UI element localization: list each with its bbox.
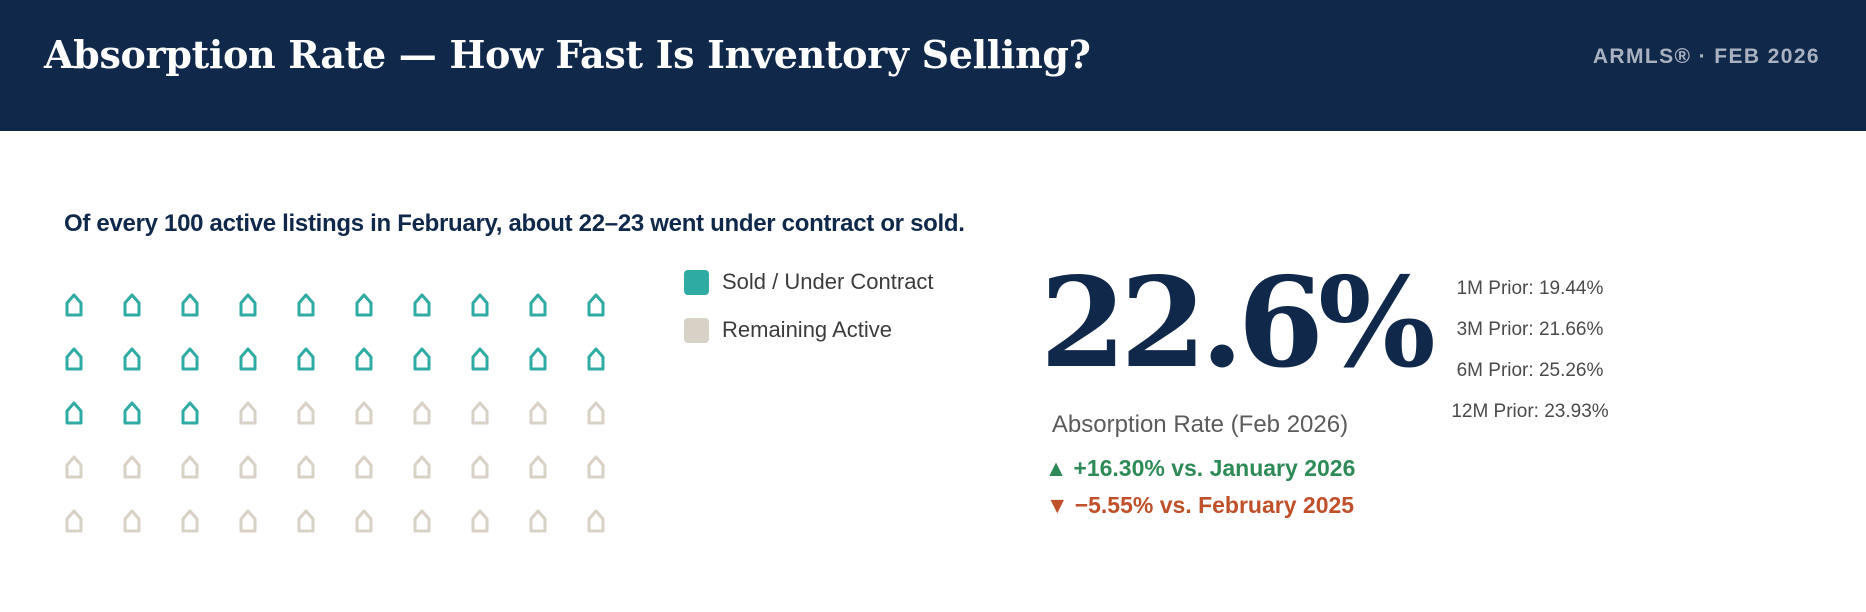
house-icon-remaining xyxy=(239,509,257,533)
house-icon-remaining xyxy=(181,455,199,479)
house-icon-remaining xyxy=(471,401,489,425)
legend-label-remaining: Remaining Active xyxy=(722,317,892,342)
house-icon-remaining xyxy=(587,455,605,479)
house-icon-sold xyxy=(587,293,605,317)
house-icon-sold xyxy=(297,347,315,371)
house-icon-remaining xyxy=(297,401,315,425)
house-icon-sold xyxy=(355,347,373,371)
legend-item-remaining: Remaining Active xyxy=(684,306,934,354)
prior-12m: 12M Prior: 23.93% xyxy=(1451,401,1609,422)
house-icon-remaining xyxy=(529,509,547,533)
house-icon-sold xyxy=(413,347,431,371)
change-vs-prior-year-text: −5.55% vs. February 2025 xyxy=(1074,492,1355,518)
legend-swatch-sold xyxy=(684,269,709,295)
house-icon-remaining xyxy=(123,455,141,479)
absorption-rate-value: 22.6% xyxy=(1040,251,1436,396)
house-icon-remaining xyxy=(355,401,373,425)
house-icon-remaining xyxy=(587,401,605,425)
house-icon-sold xyxy=(181,347,199,371)
house-icon-sold xyxy=(123,293,141,317)
house-icon-remaining xyxy=(355,455,373,479)
page-title: Absorption Rate — How Fast Is Inventory … xyxy=(44,32,1091,77)
house-icon-sold xyxy=(529,293,547,317)
prior-1m: 1M Prior: 19.44% xyxy=(1456,278,1604,299)
house-icon-remaining xyxy=(587,509,605,533)
house-icon-sold xyxy=(297,293,315,317)
absorption-rate-label: Absorption Rate (Feb 2026) xyxy=(1051,411,1349,438)
change-vs-prior-year: ▼ −5.55% vs. February 2025 xyxy=(1000,492,1400,519)
house-icon-remaining xyxy=(413,401,431,425)
house-icon-remaining xyxy=(529,401,547,425)
change-vs-prior-month-text: +16.30% vs. January 2026 xyxy=(1073,455,1356,481)
change-vs-prior-month: ▲ +16.30% vs. January 2026 xyxy=(1000,455,1400,482)
house-icon-remaining xyxy=(65,455,83,479)
house-icon-sold xyxy=(355,293,373,317)
prior-6m: 6M Prior: 25.26% xyxy=(1456,360,1604,381)
house-icon-sold xyxy=(587,347,605,371)
house-icon-remaining xyxy=(355,509,373,533)
house-icon-sold xyxy=(529,347,547,371)
house-icon-sold xyxy=(471,347,489,371)
house-icon-sold xyxy=(65,347,83,371)
house-icon-remaining xyxy=(413,509,431,533)
house-icon-sold xyxy=(65,293,83,317)
house-icon-remaining xyxy=(123,509,141,533)
house-icon-sold xyxy=(471,293,489,317)
house-icon-sold xyxy=(413,293,431,317)
house-icon-sold xyxy=(65,401,83,425)
house-icon-remaining xyxy=(65,509,83,533)
house-icon-remaining xyxy=(529,455,547,479)
lead-sentence: Of every 100 active listings in February… xyxy=(64,210,965,237)
legend-label-sold: Sold / Under Contract xyxy=(722,269,934,294)
legend-swatch-remaining xyxy=(684,317,709,343)
house-icon-remaining xyxy=(471,455,489,479)
waffle-svg xyxy=(65,293,605,533)
house-icon-sold xyxy=(123,347,141,371)
source-date-tag: ARMLS® · FEB 2026 xyxy=(1592,45,1820,68)
house-icon-sold xyxy=(239,293,257,317)
house-icon-remaining xyxy=(297,455,315,479)
house-icon-sold xyxy=(181,401,199,425)
house-icon-remaining xyxy=(239,401,257,425)
house-icon-remaining xyxy=(181,509,199,533)
house-icon-sold xyxy=(181,293,199,317)
legend-item-sold: Sold / Under Contract xyxy=(684,258,934,306)
house-waffle-chart xyxy=(56,285,616,545)
legend: Sold / Under Contract Remaining Active xyxy=(684,258,934,354)
down-triangle-icon: ▼ xyxy=(1045,492,1069,518)
house-icon-remaining xyxy=(471,509,489,533)
house-icon-remaining xyxy=(413,455,431,479)
prior-3m: 3M Prior: 21.66% xyxy=(1456,319,1604,340)
house-icon-sold xyxy=(239,347,257,371)
up-triangle-icon: ▲ xyxy=(1044,455,1068,481)
house-icon-remaining xyxy=(239,455,257,479)
header-bar: Absorption Rate — How Fast Is Inventory … xyxy=(0,0,1866,131)
house-icon-sold xyxy=(123,401,141,425)
house-icon-remaining xyxy=(297,509,315,533)
